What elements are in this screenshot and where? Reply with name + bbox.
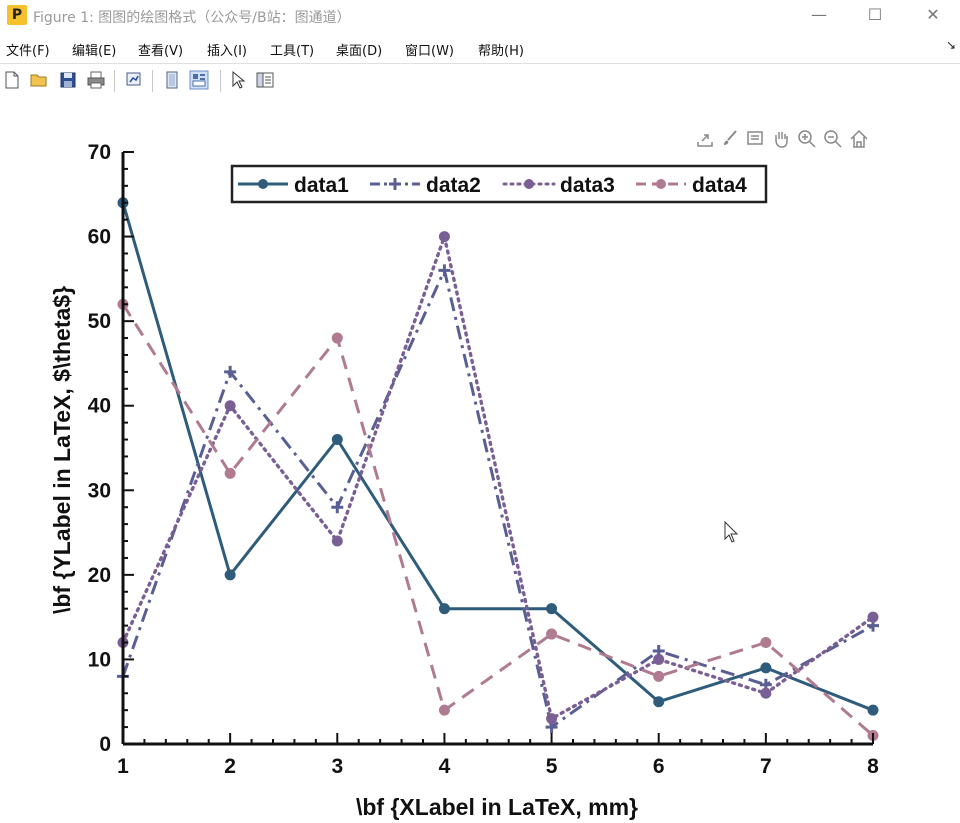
menubar-overflow-icon[interactable]: ↘ bbox=[945, 38, 956, 52]
toolbar-separator bbox=[152, 70, 153, 92]
close-button[interactable]: ✕ bbox=[926, 5, 940, 24]
toolbar-separator bbox=[220, 70, 221, 92]
window-title: Figure 1: 图图的绘图格式（公众号/B站：图通道） bbox=[33, 10, 351, 26]
export-icon[interactable] bbox=[694, 128, 716, 150]
zoom-in-icon[interactable] bbox=[796, 128, 818, 150]
menu-insert[interactable]: 插入(I) bbox=[207, 44, 247, 59]
hide-plot-tools-icon[interactable] bbox=[162, 70, 182, 90]
open-file-icon[interactable] bbox=[29, 70, 49, 90]
menu-edit[interactable]: 编辑(E) bbox=[72, 44, 117, 59]
new-figure-icon[interactable] bbox=[2, 70, 22, 90]
menu-view[interactable]: 查看(V) bbox=[138, 44, 184, 59]
menu-bar: 文件(F) 编辑(E) 查看(V) 插入(I) 工具(T) 桌面(D) 窗口(W… bbox=[0, 36, 960, 60]
menu-desktop[interactable]: 桌面(D) bbox=[336, 44, 383, 59]
menu-window[interactable]: 窗口(W) bbox=[405, 44, 454, 59]
show-plot-tools-icon[interactable] bbox=[189, 70, 209, 90]
menu-help[interactable]: 帮助(H) bbox=[478, 44, 524, 59]
mouse-cursor-icon bbox=[724, 521, 739, 543]
figure-toolbar bbox=[0, 63, 960, 99]
property-inspector-icon[interactable] bbox=[255, 70, 275, 90]
menu-file[interactable]: 文件(F) bbox=[6, 44, 50, 59]
restore-view-icon[interactable] bbox=[848, 128, 870, 150]
toolbar-separator bbox=[114, 70, 115, 92]
print-icon[interactable] bbox=[86, 70, 106, 90]
save-icon[interactable] bbox=[58, 70, 78, 90]
app-icon: P bbox=[7, 5, 27, 25]
brush-icon[interactable] bbox=[719, 128, 741, 150]
data-tips-icon[interactable] bbox=[744, 128, 766, 150]
title-bar: P Figure 1: 图图的绘图格式（公众号/B站：图通道） — ☐ ✕ bbox=[0, 0, 960, 32]
zoom-out-icon[interactable] bbox=[822, 128, 844, 150]
link-plot-icon[interactable] bbox=[124, 70, 144, 90]
figure-canvas bbox=[0, 98, 960, 823]
minimize-button[interactable]: — bbox=[811, 5, 827, 24]
menu-tools[interactable]: 工具(T) bbox=[270, 44, 315, 59]
pan-icon[interactable] bbox=[770, 128, 792, 150]
maximize-button[interactable]: ☐ bbox=[867, 5, 883, 24]
edit-plot-cursor-icon[interactable] bbox=[228, 70, 248, 90]
